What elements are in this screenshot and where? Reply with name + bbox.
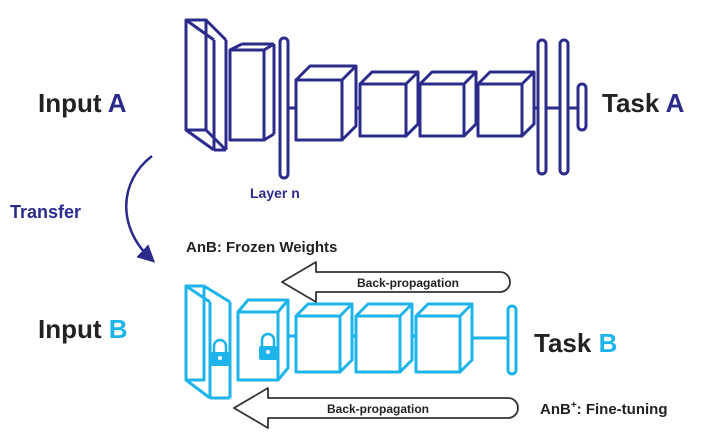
network-a-output-bar [576, 82, 588, 132]
network-a-cube [476, 70, 536, 138]
transfer-arrow [125, 155, 156, 263]
backprop-bottom-arrow: Back-propagation [233, 387, 519, 429]
backprop-top-label: Back-propagation [357, 276, 459, 290]
backprop-top-arrow: Back-propagation [281, 261, 511, 303]
lock-icon [211, 338, 229, 366]
network-a-cube [418, 70, 478, 138]
network-a-fc-bar [558, 38, 570, 176]
network-a-input-label: Input A [38, 88, 127, 118]
lock-icon [259, 332, 277, 360]
network-b-conv-block [236, 298, 290, 382]
network-a-input-slab [184, 18, 228, 152]
network-b-output-bar [506, 304, 518, 376]
network-a-conv-block [228, 42, 276, 142]
fine-tuning-label: AnB+: Fine-tuning [540, 400, 667, 418]
network-a-cube [358, 70, 420, 138]
network-b-cube [294, 302, 354, 374]
transfer-label: Transfer [10, 202, 81, 222]
network-b-input-slab [184, 284, 232, 400]
network-b-task-label: Task B [534, 328, 617, 358]
network-a-cube [294, 64, 358, 142]
network-a-layer-n-bar [278, 36, 290, 180]
network-b-cube [354, 302, 414, 374]
layer-n-label: Layer n [250, 185, 300, 201]
network-a [184, 18, 588, 180]
backprop-bottom-label: Back-propagation [327, 402, 429, 416]
network-b-input-label: Input B [38, 314, 128, 344]
network-a-fc-bar [536, 38, 548, 176]
network-b-cube [414, 302, 474, 374]
frozen-weights-label: AnB: Frozen Weights [186, 239, 337, 256]
network-b [184, 284, 518, 400]
network-a-task-label: Task A [602, 88, 685, 118]
